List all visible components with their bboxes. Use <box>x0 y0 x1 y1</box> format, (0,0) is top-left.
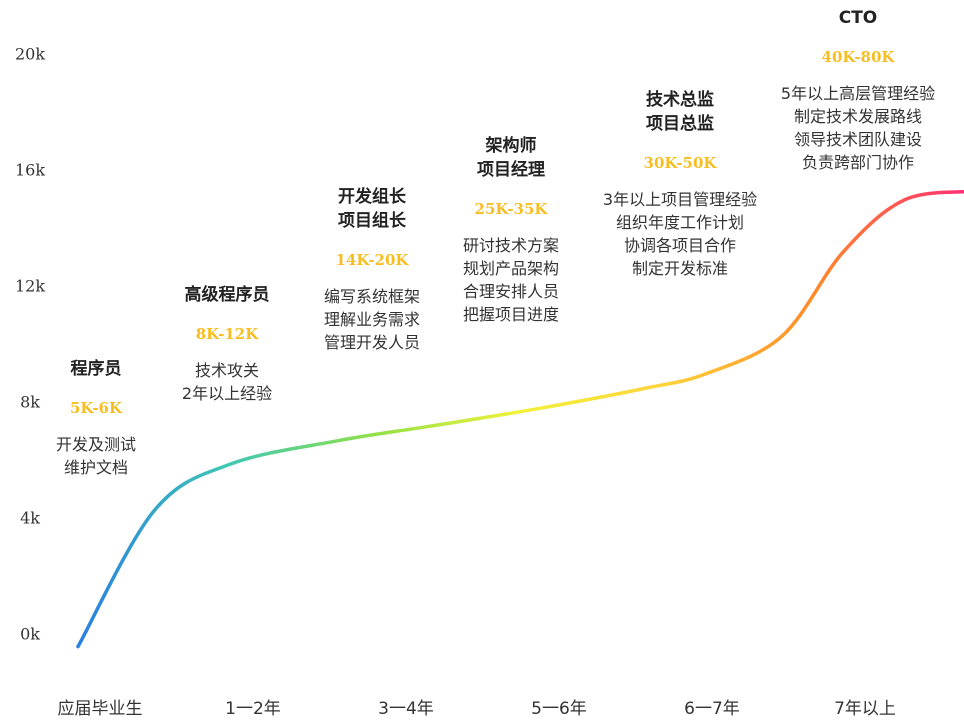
stage-desc-line: 编写系统框架 <box>323 287 421 306</box>
stage-description: 5年以上高层管理经验 制定技术发展路线 领导技术团队建设 负责跨部门协作 <box>781 82 935 174</box>
stage-title-line: 架构师 <box>485 136 537 156</box>
stage-salary: 5K-6K <box>69 399 123 417</box>
stage-desc-line: 组织年度工作计划 <box>615 213 744 232</box>
stage-salary: 25K-35K <box>474 200 548 218</box>
stage-desc-line: 合理安排人员 <box>462 282 560 301</box>
stage-desc-line: 制定开发标准 <box>631 259 728 278</box>
stage-title-line: CTO <box>838 8 878 28</box>
stage-desc-line: 2年以上经验 <box>181 384 273 403</box>
stage-salary: 8K-12K <box>195 325 259 343</box>
stage-senior-programmer: 高级程序员 8K-12K 技术攻关 2年以上经验 <box>182 283 272 405</box>
y-tick-label: 16k <box>15 161 45 180</box>
stage-title: 程序员 <box>56 357 136 381</box>
stage-salary: 14K-20K <box>335 251 409 269</box>
stage-desc-line: 理解业务需求 <box>323 310 421 329</box>
stage-description: 3年以上项目管理经验 组织年度工作计划 协调各项目合作 制定开发标准 <box>603 188 757 280</box>
stage-title-line: 程序员 <box>70 359 122 379</box>
x-tick-label: 应届毕业生 <box>58 699 143 719</box>
stage-title-line: 高级程序员 <box>184 285 270 305</box>
stage-desc-line: 规划产品架构 <box>462 259 560 278</box>
stage-description: 研讨技术方案 规划产品架构 合理安排人员 把握项目进度 <box>463 234 559 326</box>
x-tick-label: 7年以上 <box>834 699 896 719</box>
stage-title: 架构师 项目经理 <box>463 134 559 182</box>
stage-salary: 40K-80K <box>821 48 895 66</box>
stage-desc-line: 领导技术团队建设 <box>793 130 922 149</box>
stage-programmer: 程序员 5K-6K 开发及测试 维护文档 <box>56 357 136 479</box>
stage-title-line: 技术总监 <box>646 90 714 110</box>
stage-desc-line: 技术攻关 <box>194 361 259 380</box>
y-tick-label: 20k <box>15 45 45 64</box>
x-axis-ticks: 应届毕业生 1一2年 3一4年 5一6年 6一7年 7年以上 <box>58 699 896 719</box>
stage-title-line: 项目总监 <box>646 114 714 134</box>
y-tick-label: 8k <box>20 393 40 412</box>
y-tick-label: 4k <box>20 509 40 528</box>
x-tick-label: 6一7年 <box>684 699 740 719</box>
stage-salary: 30K-50K <box>643 154 717 172</box>
salary-curve-line <box>76 190 964 649</box>
y-axis-ticks: 0k 4k 8k 12k 16k 20k <box>15 45 45 644</box>
stage-description: 开发及测试 维护文档 <box>56 433 136 479</box>
stage-desc-line: 协调各项目合作 <box>623 236 736 255</box>
stage-team-lead: 开发组长 项目组长 14K-20K 编写系统框架 理解业务需求 管理开发人员 <box>324 185 420 354</box>
stage-architect: 架构师 项目经理 25K-35K 研讨技术方案 规划产品架构 合理安排人员 把握… <box>463 134 559 326</box>
stage-title-line: 项目组长 <box>337 211 406 231</box>
stage-desc-line: 制定技术发展路线 <box>793 107 922 126</box>
stage-description: 编写系统框架 理解业务需求 管理开发人员 <box>324 285 420 354</box>
stage-desc-line: 研讨技术方案 <box>462 236 560 255</box>
stage-desc-line: 管理开发人员 <box>323 333 421 352</box>
x-tick-label: 3一4年 <box>378 699 434 719</box>
y-tick-label: 12k <box>15 277 45 296</box>
stage-title-line: 开发组长 <box>337 187 406 207</box>
stage-desc-line: 开发及测试 <box>55 435 137 454</box>
x-tick-label: 5一6年 <box>531 699 587 719</box>
stage-description: 技术攻关 2年以上经验 <box>182 359 272 405</box>
stage-title: 开发组长 项目组长 <box>324 185 420 233</box>
stage-desc-line: 把握项目进度 <box>462 305 560 324</box>
stage-desc-line: 3年以上项目管理经验 <box>602 190 758 209</box>
stage-title: CTO <box>781 6 935 30</box>
stage-title: 技术总监 项目总监 <box>603 88 757 136</box>
stage-technical-director: 技术总监 项目总监 30K-50K 3年以上项目管理经验 组织年度工作计划 协调… <box>603 88 757 280</box>
stage-cto: CTO 40K-80K 5年以上高层管理经验 制定技术发展路线 领导技术团队建设… <box>781 6 935 174</box>
stage-title-line: 项目经理 <box>476 160 545 180</box>
y-tick-label: 0k <box>20 625 40 644</box>
stage-desc-line: 维护文档 <box>63 458 129 477</box>
x-tick-label: 1一2年 <box>225 699 281 719</box>
stage-title: 高级程序员 <box>182 283 272 307</box>
stage-desc-line: 负责跨部门协作 <box>801 153 914 172</box>
stage-desc-line: 5年以上高层管理经验 <box>780 84 936 103</box>
